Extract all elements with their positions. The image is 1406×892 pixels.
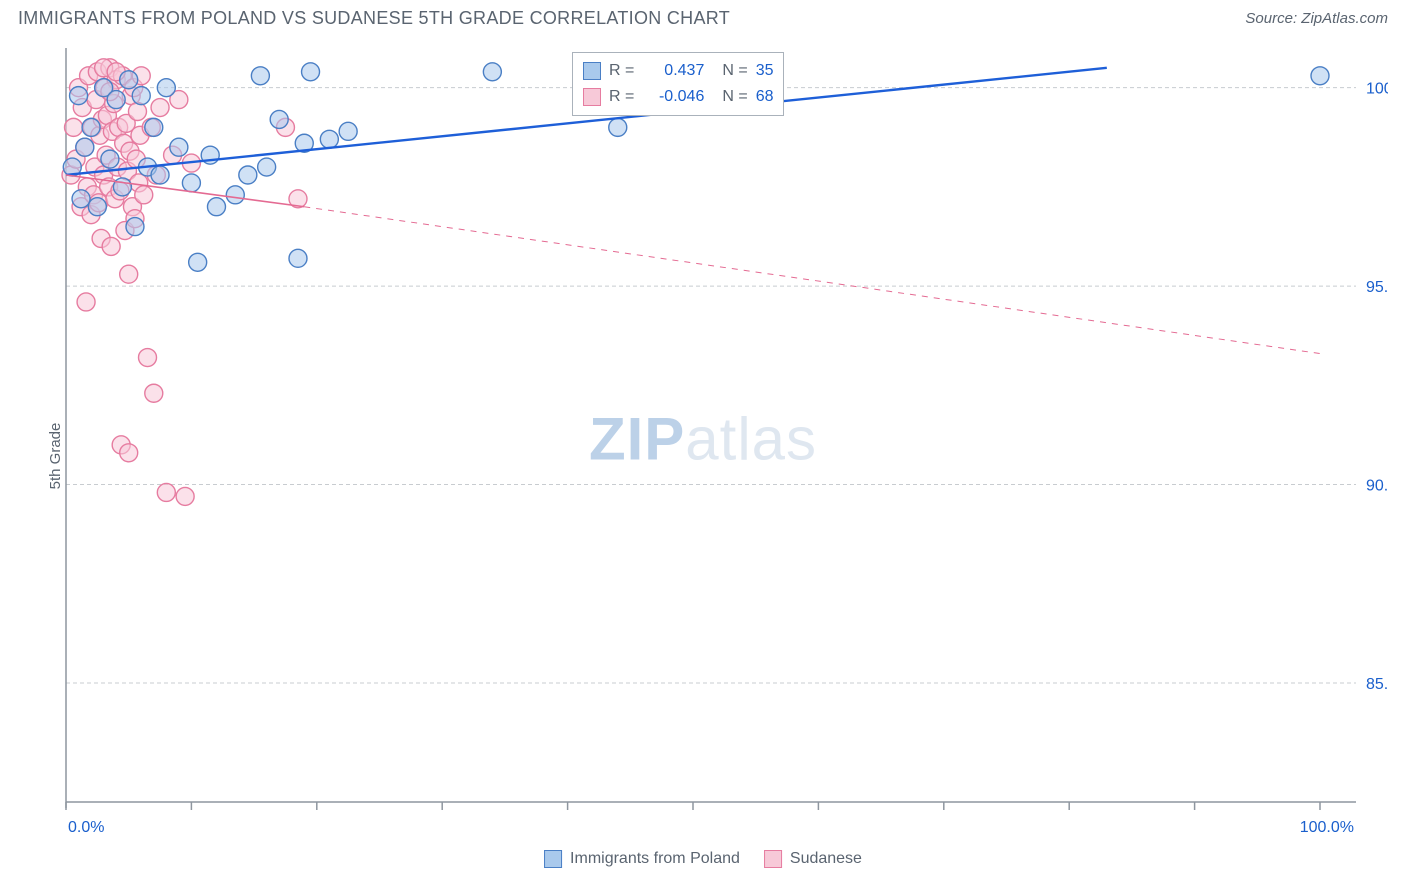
svg-text:90.0%: 90.0% [1366, 478, 1388, 495]
svg-text:100.0%: 100.0% [1300, 819, 1354, 836]
legend-swatch [583, 62, 601, 80]
scatter-plot: 85.0% 90.0% 95.0% 100.0% 0.0% 100.0% [18, 42, 1388, 870]
legend-row: R = -0.046 N = 68 [583, 84, 773, 110]
chart-source: Source: ZipAtlas.com [1245, 10, 1388, 27]
chart-header: IMMIGRANTS FROM POLAND VS SUDANESE 5TH G… [0, 0, 1406, 33]
chart-area: 5th Grade ZIPatlas 85.0%90.0%95.0%100.0%… [18, 42, 1388, 870]
svg-text:0.0%: 0.0% [68, 819, 104, 836]
y-axis-label: 5th Grade [47, 423, 64, 490]
bottom-legend-item: Sudanese [764, 850, 862, 868]
chart-title: IMMIGRANTS FROM POLAND VS SUDANESE 5TH G… [18, 8, 730, 29]
correlation-legend-box: R = 0.437 N = 35 R = -0.046 N = 68 [572, 52, 784, 116]
series-legend: Immigrants from Poland Sudanese [544, 850, 862, 868]
bottom-legend-item: Immigrants from Poland [544, 850, 740, 868]
legend-swatch [583, 88, 601, 106]
svg-text:100.0%: 100.0% [1366, 81, 1388, 98]
legend-swatch [544, 850, 562, 868]
legend-swatch [764, 850, 782, 868]
svg-text:95.0%: 95.0% [1366, 279, 1388, 296]
legend-row: R = 0.437 N = 35 [583, 58, 773, 84]
svg-text:85.0%: 85.0% [1366, 676, 1388, 693]
